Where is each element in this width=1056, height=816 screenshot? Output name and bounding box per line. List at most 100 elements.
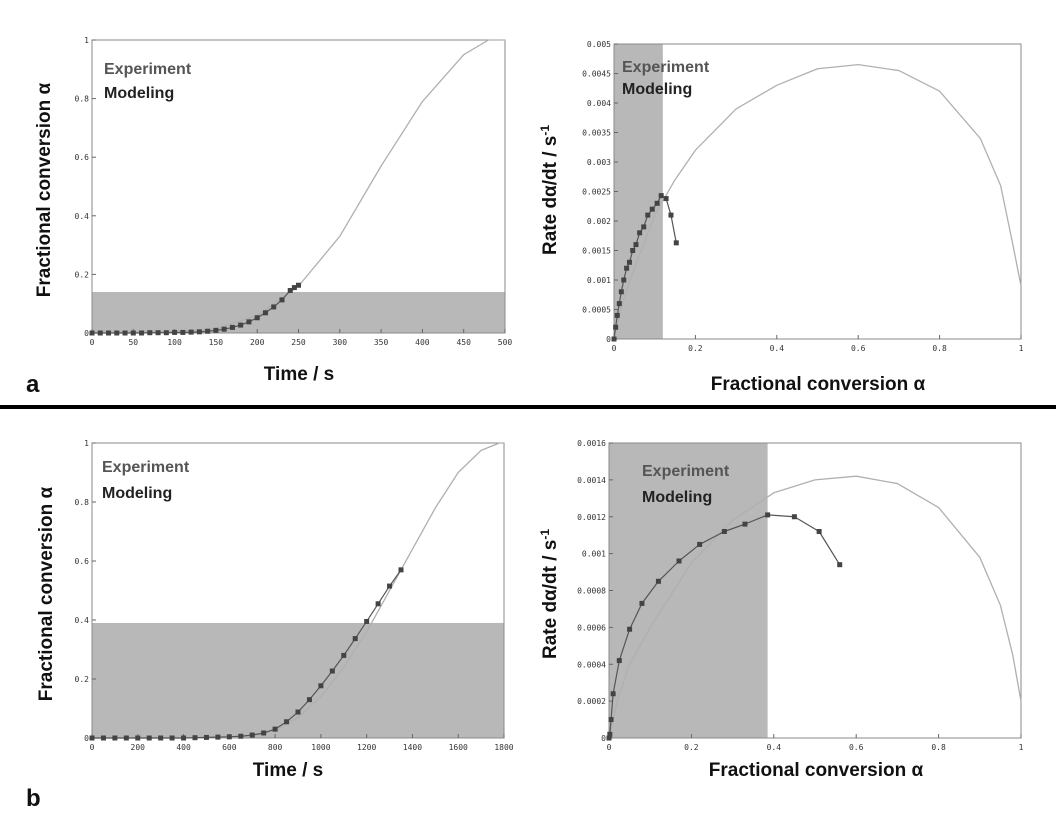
chart-a-conversion-vs-time: 0 50 100 150 200 250 300 350 400 450 500 0 0.2 0.4 0.6…: [34, 36, 512, 385]
y-tick-label: 0.0014: [577, 476, 606, 485]
panel-label-b: b: [26, 785, 41, 812]
y-tick-label: 0.6: [75, 557, 90, 566]
experiment-point: [112, 735, 118, 741]
experiment-point: [226, 734, 232, 740]
x-tick-label: 1600: [449, 743, 468, 752]
experiment-point: [618, 289, 624, 295]
experiment-point: [742, 521, 748, 527]
y-tick-label: 0: [606, 335, 611, 344]
experiment-point: [287, 288, 293, 294]
modeling-curve: [91, 39, 505, 334]
x-tick-label: 0.2: [688, 344, 703, 353]
y-tick-label: 0.0015: [582, 247, 611, 256]
x-tick-label: 400: [415, 338, 430, 347]
experiment-point: [641, 224, 647, 230]
experiment-point: [765, 512, 771, 518]
chart-b-rate-vs-conversion: 0 0.2 0.4 0.6 0.8 1 0 0.0002 0.0004 0.0006 0.0008 0…: [538, 439, 1024, 781]
experiment-point: [181, 735, 187, 741]
experiment-line: [92, 569, 402, 739]
modeling-curve: [613, 64, 1022, 340]
x-tick-label: 250: [291, 338, 306, 347]
experiment-point: [295, 709, 301, 715]
y-axis-title-superscript: -1: [538, 529, 552, 540]
experiment-point: [106, 330, 112, 336]
experiment-point: [341, 652, 347, 658]
experiment-point: [633, 242, 639, 248]
experiment-point: [97, 330, 103, 336]
x-axis-title: Fractional conversion α: [709, 760, 924, 781]
experiment-point: [114, 330, 120, 336]
experiment-point: [655, 578, 661, 584]
x-tick-label: 1: [1019, 743, 1024, 752]
y-tick-label: 0.0035: [582, 129, 611, 138]
y-axis-title-superscript: -1: [538, 125, 552, 136]
y-tick-label: 0.8: [75, 95, 90, 104]
y-tick-label: 0.6: [75, 153, 90, 162]
experiment-point: [215, 734, 221, 740]
x-tick-label: 200: [131, 743, 146, 752]
experiment-point: [624, 265, 630, 271]
experiment-point: [654, 200, 660, 206]
experiment-point: [180, 329, 186, 335]
x-tick-label: 0.6: [851, 344, 866, 353]
y-tick-label: 0.0012: [577, 513, 606, 522]
experiment-point: [721, 529, 727, 534]
experiment-point: [130, 330, 136, 336]
legend-experiment: Experiment: [102, 459, 190, 476]
y-tick-label: 0: [601, 734, 606, 743]
shaded-region: [92, 622, 504, 738]
experiment-point: [608, 717, 614, 723]
y-tick-label: 0.003: [587, 158, 611, 167]
x-tick-label: 0: [90, 743, 95, 752]
x-tick-label: 0.8: [931, 743, 946, 752]
x-tick-label: 0.2: [684, 743, 699, 752]
experiment-point: [616, 301, 622, 307]
experiment-point: [318, 683, 324, 689]
experiment-point: [158, 735, 164, 741]
experiment-point: [279, 297, 285, 303]
experiment-point: [329, 668, 335, 674]
x-tick-label: 800: [268, 743, 283, 752]
x-tick-label: 50: [128, 338, 138, 347]
experiment-point: [272, 726, 278, 732]
y-tick-label: 0.002: [587, 217, 611, 226]
y-tick-label: 0.0005: [582, 306, 611, 315]
y-axis-title: Rate dα/dt / s-1: [538, 125, 561, 255]
experiment-point: [123, 735, 129, 741]
experiment-point: [791, 514, 797, 520]
experiment-point: [616, 658, 622, 664]
experiment-point: [221, 326, 227, 332]
x-axis-title: Fractional conversion α: [711, 374, 926, 395]
x-tick-label: 1400: [403, 743, 422, 752]
experiment-point: [637, 230, 643, 236]
y-tick-label: 0.0016: [577, 439, 606, 448]
y-tick-label: 0.001: [587, 276, 611, 285]
y-tick-label: 0.2: [75, 675, 90, 684]
experiment-point: [375, 601, 381, 607]
experiment-point: [387, 583, 393, 589]
experiment-point: [837, 562, 843, 568]
experiment-point: [296, 282, 301, 288]
x-tick-label: 500: [498, 338, 513, 347]
experiment-point: [627, 626, 633, 632]
experiment-point: [284, 719, 290, 725]
x-tick-label: 0: [607, 743, 612, 752]
experiment-point: [639, 600, 645, 606]
y-tick-label: 0.0008: [577, 587, 606, 596]
experiment-point: [398, 567, 404, 573]
y-axis-title-text: Rate dα/dt / s: [540, 136, 561, 255]
x-tick-label: 150: [209, 338, 224, 347]
legend-modeling: Modeling: [622, 81, 692, 98]
legend-modeling: Modeling: [102, 485, 172, 502]
experiment-point: [614, 312, 620, 318]
experiment-point: [246, 319, 252, 325]
experiment-point: [135, 735, 141, 741]
experiment-point: [203, 734, 209, 740]
y-tick-label: 1: [84, 36, 89, 45]
x-tick-label: 350: [374, 338, 389, 347]
experiment-point: [352, 636, 358, 642]
experiment-point: [205, 328, 211, 334]
experiment-point: [254, 315, 260, 321]
experiment-line: [608, 514, 841, 739]
y-tick-label: 0.4: [75, 212, 90, 221]
